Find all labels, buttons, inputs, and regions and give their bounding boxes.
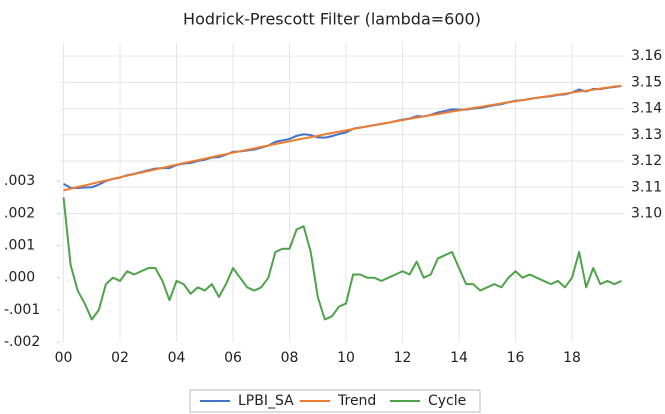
- series-line: [63, 84, 622, 192]
- legend-label: LPBI_SA: [238, 393, 294, 409]
- y2-tick-label: 3.16: [631, 48, 662, 64]
- y2-tick-label: 3.13: [631, 127, 662, 143]
- x-tick-label: 06: [224, 350, 242, 366]
- legend-box: [189, 389, 481, 413]
- legend-label: Trend: [337, 393, 376, 409]
- y-tick-label: .002: [4, 205, 35, 221]
- series-line: [62, 197, 622, 321]
- x-tick-label: 00: [55, 350, 73, 366]
- chart-title: Hodrick-Prescott Filter (lambda=600): [183, 10, 481, 29]
- y2-tick-label: 3.15: [631, 74, 662, 90]
- y2-tick-label: 3.10: [631, 205, 662, 221]
- x-tick-label: 10: [337, 350, 355, 366]
- y-tick-label: -.001: [4, 302, 40, 318]
- y-tick-label: .000: [4, 270, 35, 286]
- x-tick-label: 12: [394, 350, 412, 366]
- series-line: [63, 85, 622, 190]
- legend-label: Cycle: [428, 393, 466, 409]
- y-tick-label: .003: [4, 173, 35, 189]
- y-tick-label: .001: [4, 238, 35, 254]
- x-tick-label: 04: [168, 350, 186, 366]
- y2-tick-label: 3.11: [631, 179, 662, 195]
- x-tick-label: 02: [111, 350, 129, 366]
- x-tick-label: 08: [281, 350, 299, 366]
- y-tick-label: -.002: [4, 334, 40, 350]
- y2-tick-label: 3.12: [631, 153, 662, 169]
- x-tick-label: 14: [450, 350, 468, 366]
- x-tick-label: 18: [563, 350, 581, 366]
- x-tick-label: 16: [507, 350, 525, 366]
- y2-tick-label: 3.14: [631, 101, 662, 117]
